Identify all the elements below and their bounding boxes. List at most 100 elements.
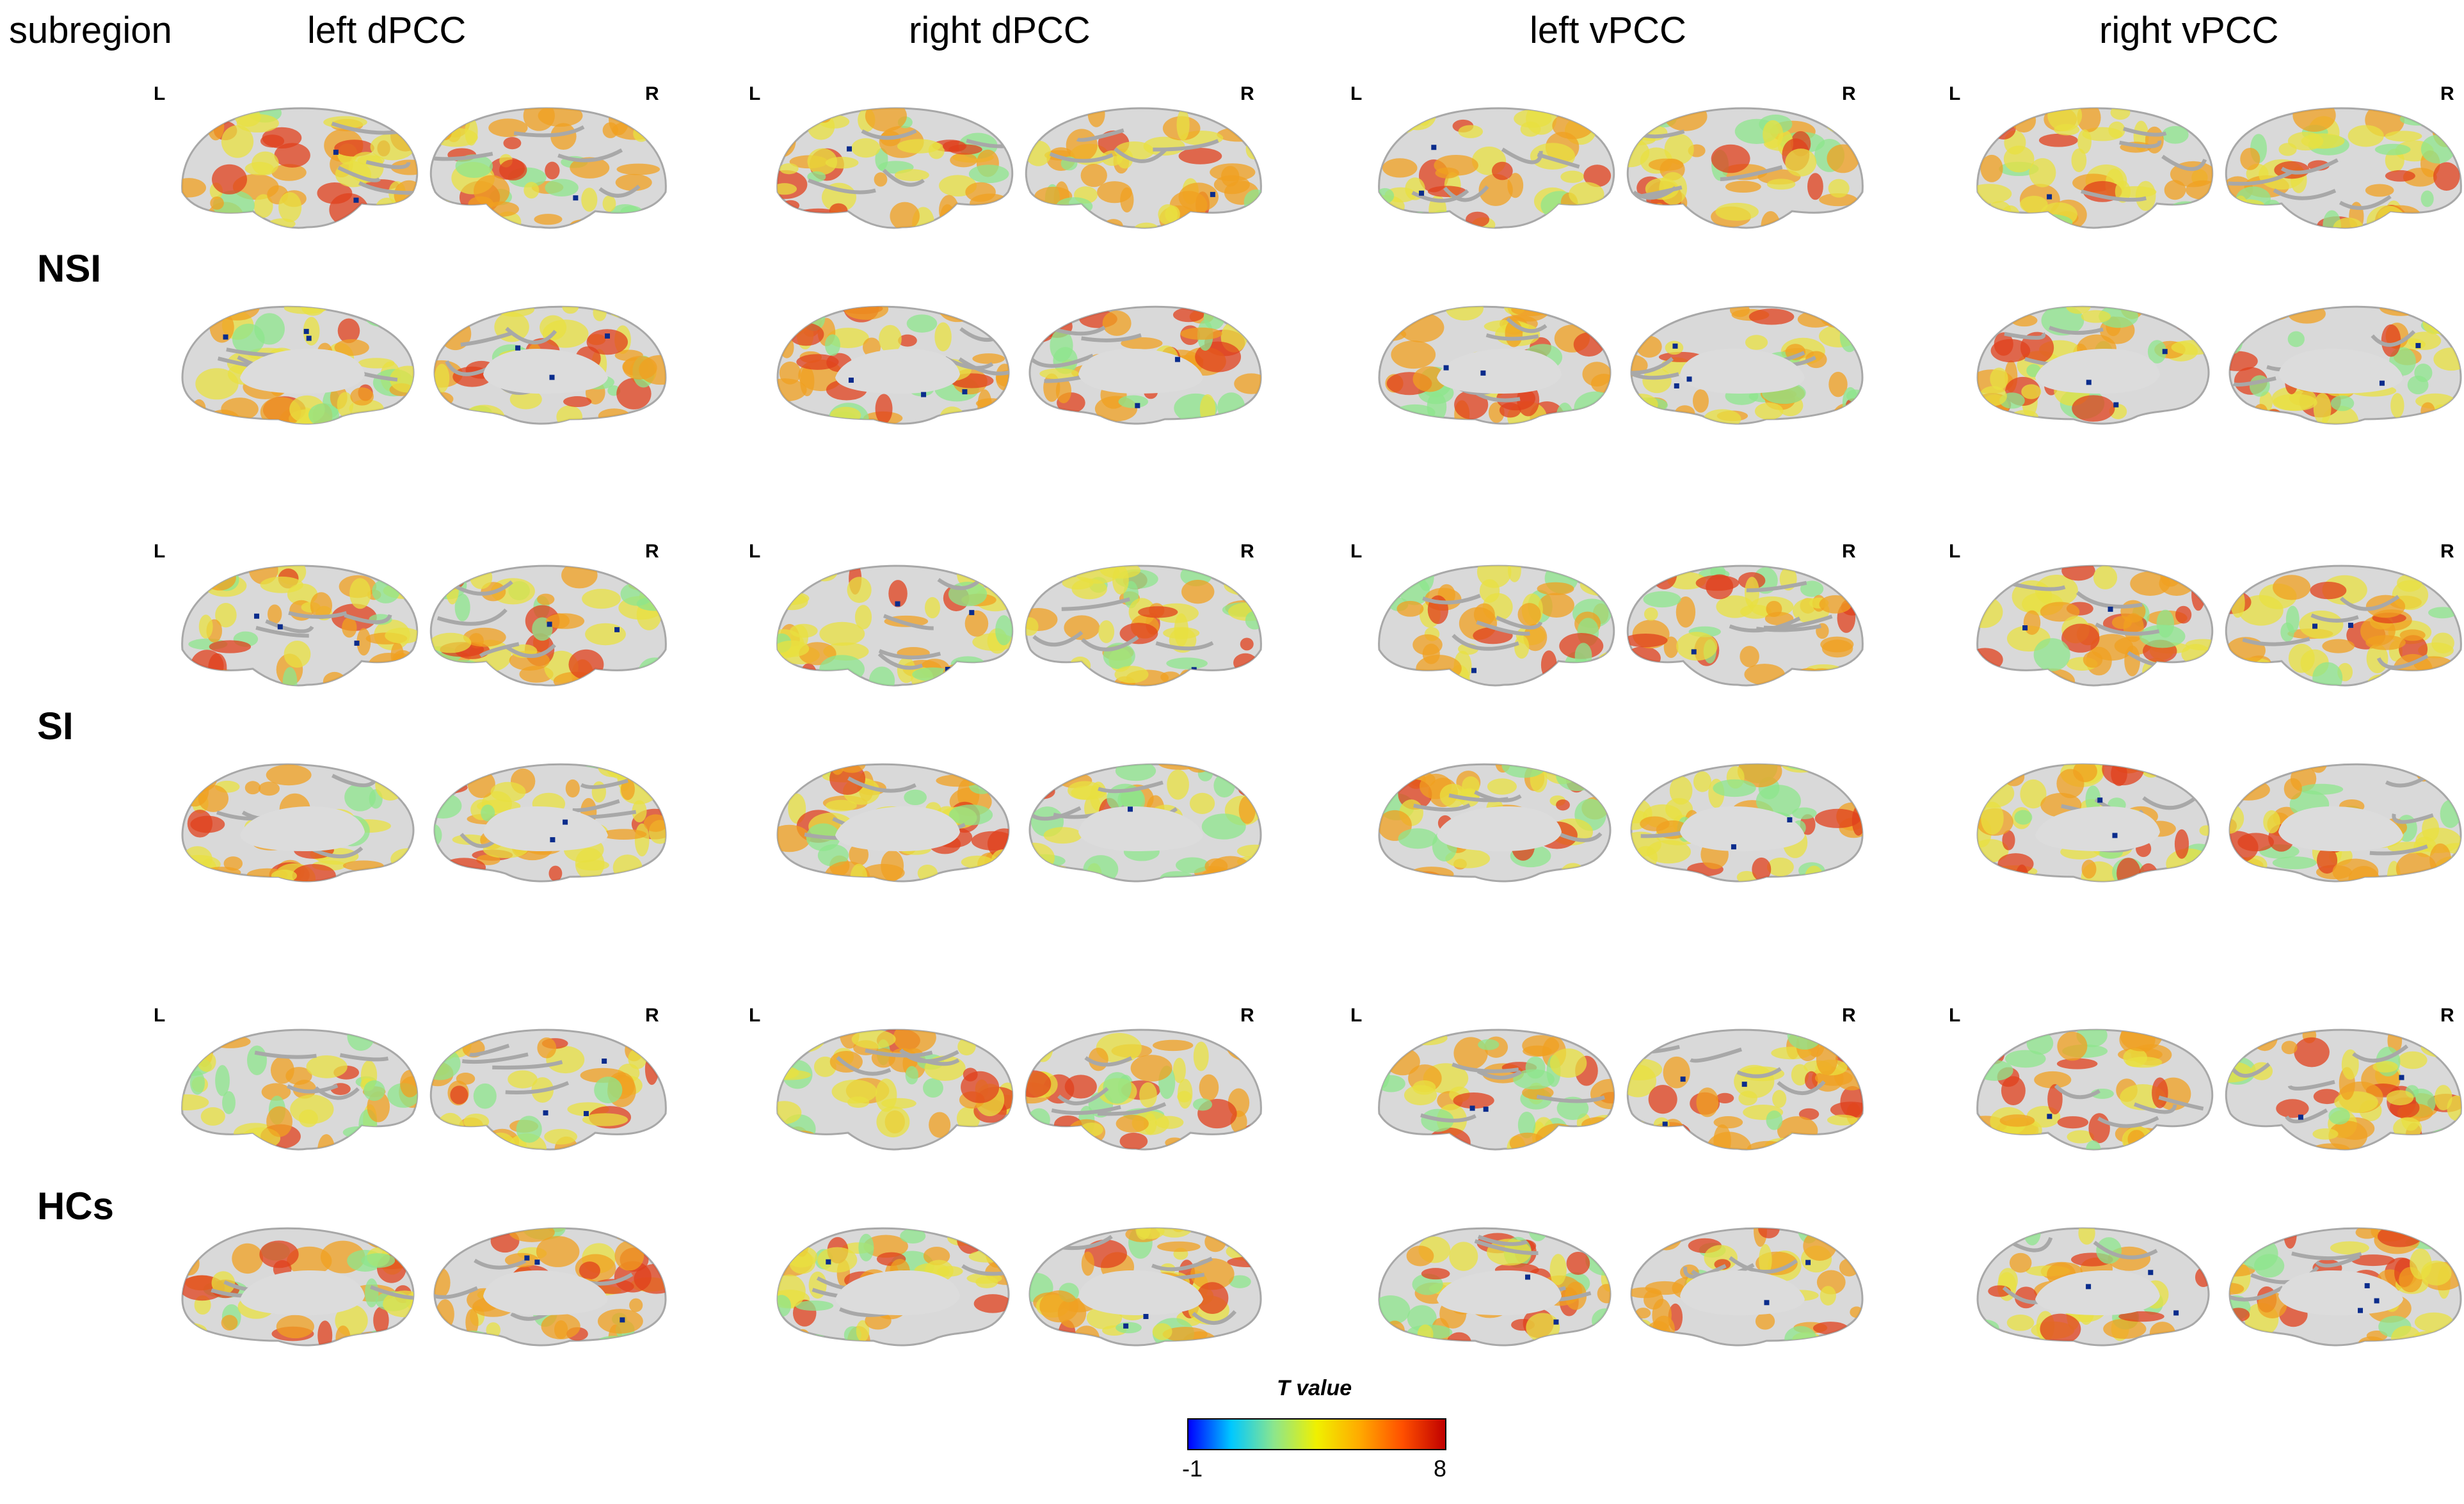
activation-cluster	[441, 570, 465, 590]
left-medial-view	[776, 1227, 1010, 1347]
activation-cluster	[370, 133, 415, 161]
activation-cluster	[1116, 1322, 1142, 1334]
activation-cluster	[292, 863, 336, 881]
activation-cluster	[608, 307, 637, 318]
activation-cluster	[2173, 312, 2198, 332]
activation-cluster	[2004, 1050, 2046, 1068]
sulcus	[958, 357, 1009, 376]
negative-voxel	[2364, 1283, 2370, 1288]
activation-cluster	[2248, 663, 2268, 685]
activation-cluster	[436, 1299, 454, 1329]
sulcus	[966, 138, 1012, 148]
activation-cluster	[1050, 329, 1073, 362]
activation-cluster	[1391, 340, 1436, 369]
sulcus	[254, 1050, 317, 1059]
medial-wall	[835, 806, 960, 851]
activation-cluster	[1676, 596, 1696, 628]
activation-cluster	[966, 1134, 1008, 1149]
activation-cluster	[371, 1031, 408, 1046]
activation-cluster	[2419, 215, 2452, 228]
sulcus	[265, 619, 314, 634]
activation-cluster	[1663, 1056, 1690, 1089]
activation-cluster	[434, 1228, 453, 1245]
activation-cluster	[1990, 339, 2031, 363]
activation-cluster	[893, 1030, 936, 1053]
activation-cluster	[1825, 111, 1857, 133]
activation-cluster	[783, 1030, 826, 1053]
sulcus	[365, 160, 411, 170]
sulcus	[1057, 1087, 1109, 1106]
sulcus	[2093, 1240, 2158, 1260]
activation-cluster	[562, 307, 579, 314]
activation-cluster	[2184, 1228, 2203, 1250]
activation-cluster	[232, 323, 265, 355]
activation-cluster	[2180, 307, 2209, 316]
activation-cluster	[844, 307, 889, 320]
activation-cluster	[890, 202, 920, 228]
activation-cluster	[2252, 1030, 2278, 1052]
activation-cluster	[2381, 324, 2401, 357]
activation-cluster	[2226, 1137, 2251, 1149]
activation-cluster	[364, 1080, 385, 1101]
activation-cluster	[537, 1037, 557, 1059]
activation-cluster	[1648, 1085, 1677, 1114]
right-hemisphere-label: R	[1240, 1005, 1254, 1026]
activation-cluster	[2447, 1095, 2461, 1121]
activation-cluster	[1508, 566, 1521, 582]
negative-voxel	[277, 624, 283, 630]
activation-cluster	[1592, 1308, 1611, 1333]
activation-cluster	[323, 671, 346, 685]
activation-cluster	[2294, 1037, 2330, 1068]
left-lateral-view	[1976, 564, 2214, 687]
activation-cluster	[1059, 307, 1076, 324]
activation-cluster	[807, 171, 826, 182]
activation-cluster	[232, 1243, 264, 1274]
activation-cluster	[215, 1065, 230, 1096]
negative-voxel	[2047, 194, 2052, 200]
activation-cluster	[819, 655, 865, 684]
activation-cluster	[1581, 1139, 1605, 1149]
activation-cluster	[1517, 1111, 1536, 1139]
activation-cluster	[2029, 158, 2056, 188]
activation-cluster	[473, 1083, 497, 1109]
activation-cluster	[2090, 634, 2134, 661]
activation-cluster	[1528, 1228, 1548, 1242]
sulcus	[479, 642, 520, 658]
sulcus	[1448, 793, 1509, 803]
activation-cluster	[2081, 310, 2111, 323]
activation-cluster	[350, 387, 374, 406]
activation-cluster	[1635, 1308, 1651, 1319]
activation-cluster	[544, 1128, 577, 1145]
activation-cluster	[1579, 209, 1614, 228]
activation-cluster	[1233, 664, 1261, 682]
left-hemisphere-label: L	[1350, 83, 1363, 104]
activation-cluster	[244, 781, 261, 795]
activation-cluster	[1385, 108, 1419, 134]
activation-cluster	[2253, 404, 2268, 419]
activation-cluster	[1517, 603, 1541, 627]
activation-cluster	[951, 209, 983, 221]
activation-cluster	[434, 823, 442, 847]
activation-cluster	[563, 396, 592, 408]
activation-cluster	[260, 134, 285, 148]
activation-cluster	[1633, 1319, 1653, 1340]
activation-cluster	[579, 1261, 600, 1280]
activation-cluster	[1585, 406, 1611, 424]
negative-voxel	[573, 195, 579, 201]
activation-cluster	[1628, 211, 1656, 228]
negative-voxel	[1680, 1076, 1686, 1082]
left-lateral-view	[776, 1028, 1014, 1151]
left-lateral-view	[776, 107, 1014, 229]
medial-wall	[240, 349, 365, 394]
activation-cluster	[643, 814, 666, 832]
activation-cluster	[2118, 1311, 2164, 1322]
activation-cluster	[829, 203, 848, 218]
activation-cluster	[1663, 636, 1679, 659]
activation-cluster	[807, 148, 838, 175]
activation-cluster	[1830, 1101, 1863, 1118]
activation-cluster	[1196, 1282, 1229, 1315]
activation-cluster	[337, 392, 354, 417]
activation-cluster	[977, 389, 992, 422]
sulcus	[1084, 1056, 1133, 1067]
